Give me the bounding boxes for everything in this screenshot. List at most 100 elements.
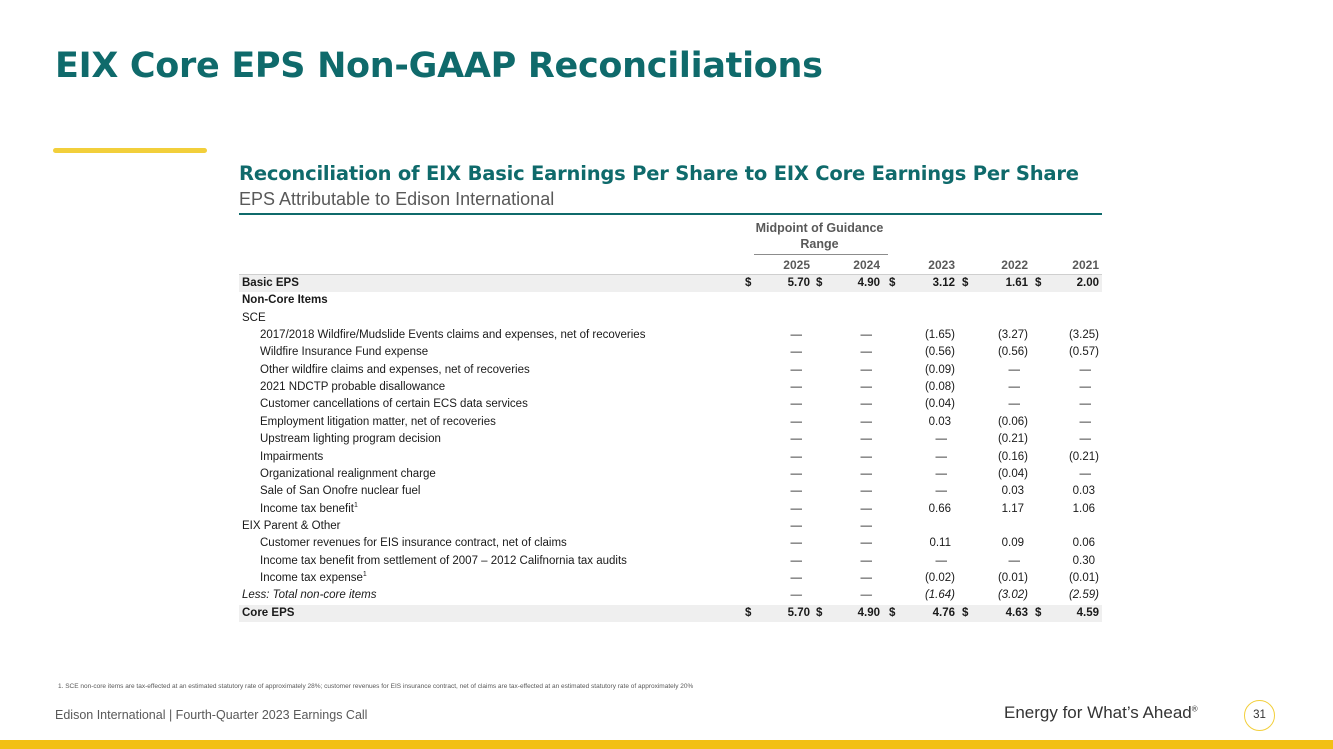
value-cell: (3.27) [997, 329, 1028, 342]
slide-title: EIX Core EPS Non-GAAP Reconciliations [55, 46, 823, 86]
value-cell: — [790, 467, 803, 480]
row-label: Basic EPS [242, 275, 299, 292]
value-cell: — [860, 329, 873, 342]
guidance-group-rule [754, 254, 888, 255]
row-label: Income tax benefit from settlement of 20… [260, 553, 627, 570]
table-subtitle: EPS Attributable to Edison International [239, 189, 555, 209]
value-cell: (0.21) [997, 433, 1028, 446]
value-cell: (0.56) [997, 346, 1028, 359]
value-cell: 5.70 [787, 277, 810, 289]
row-label: Impairments [260, 449, 323, 466]
row-label-text: Wildfire Insurance Fund expense [260, 346, 429, 359]
value-cell: — [790, 329, 803, 342]
accent-line [53, 148, 207, 153]
value-cell: (0.57) [1068, 346, 1099, 359]
row-label-text: Employment litigation matter, net of rec… [260, 415, 496, 428]
value-cell: (0.21) [1068, 450, 1099, 463]
row-label-text: Core EPS [242, 606, 295, 619]
value-cell: 3.12 [932, 277, 955, 289]
row-label: Other wildfire claims and expenses, net … [260, 362, 530, 379]
table-top-rule [239, 213, 1102, 215]
value-cell: — [790, 537, 803, 550]
table-row: 2021 NDCTP probable disallowance — — (0.08)… [239, 379, 1102, 396]
value-cell: — [1079, 467, 1092, 480]
value-cell: — [935, 485, 948, 498]
row-label-text: Customer cancellations of certain ECS da… [260, 398, 528, 411]
table-row: EIX Parent & Other — — [239, 518, 1102, 535]
value-cell: 0.09 [1001, 537, 1024, 550]
row-label: Income tax expense1 [260, 570, 367, 587]
row-label: 2021 NDCTP probable disallowance [260, 379, 445, 396]
value-cell: (0.56) [924, 346, 955, 359]
value-cell: — [790, 398, 803, 411]
table-row: Sale of San Onofre nuclear fuel — — — 0.03 0.… [239, 483, 1102, 500]
value-cell: — [935, 450, 948, 463]
value-cell: — [860, 537, 873, 550]
value-cell: — [935, 554, 948, 567]
table-row: 2017/2018 Wildfire/Mudslide Events claim… [239, 327, 1102, 344]
row-label: Customer cancellations of certain ECS da… [260, 396, 528, 413]
value-cell: (0.08) [924, 381, 955, 394]
bottom-brand-bar [0, 740, 1333, 749]
year-header-2: 2023 [928, 258, 955, 272]
value-cell: 0.03 [1072, 485, 1095, 498]
table-row: Organizational realignment charge — — — (0.0… [239, 466, 1102, 483]
value-cell: — [860, 502, 873, 515]
value-cell: — [790, 381, 803, 394]
value-cell: — [1008, 554, 1021, 567]
currency-symbol: $ [889, 277, 896, 289]
row-label: SCE [242, 310, 266, 327]
value-cell: — [790, 433, 803, 446]
table-row: Less: Total non-core items — — (1.64) (3.02)… [239, 587, 1102, 604]
footnote: 1. SCE non-core items are tax-effected a… [58, 683, 694, 690]
value-cell: (0.01) [1068, 571, 1099, 584]
value-cell: 1.61 [1005, 277, 1028, 289]
value-cell: 4.76 [932, 606, 955, 619]
footer-event-label: Edison International | Fourth-Quarter 20… [55, 708, 368, 722]
table-row: Employment litigation matter, net of rec… [239, 414, 1102, 431]
value-cell: — [790, 589, 803, 602]
table-row: Customer cancellations of certain ECS da… [239, 396, 1102, 413]
value-cell: — [1079, 415, 1092, 428]
value-cell: — [1079, 398, 1092, 411]
guidance-group-header: Midpoint of Guidance Range [755, 221, 884, 251]
value-cell: — [860, 415, 873, 428]
value-cell: — [935, 433, 948, 446]
table-row: Wildfire Insurance Fund expense — — (0.56) (… [239, 344, 1102, 361]
header-rule [239, 274, 1102, 275]
value-cell: 0.30 [1072, 554, 1095, 567]
value-cell: 4.59 [1076, 606, 1099, 619]
value-cell: (0.09) [924, 363, 955, 376]
row-label-text: Upstream lighting program decision [260, 433, 441, 446]
row-label: Core EPS [242, 605, 294, 622]
value-cell: — [790, 519, 803, 532]
row-label: Wildfire Insurance Fund expense [260, 344, 428, 361]
table-row: Non-Core Items [239, 292, 1102, 309]
value-cell: — [860, 363, 873, 376]
row-label-text: Other wildfire claims and expenses, net … [260, 363, 530, 376]
table-row: Income tax benefit1 — — 0.66 1.17 1.06 [239, 501, 1102, 518]
row-label: Non-Core Items [242, 292, 328, 309]
value-cell: (0.04) [924, 398, 955, 411]
value-cell: 1.06 [1072, 502, 1095, 515]
row-label-text: SCE [242, 311, 266, 324]
row-label: 2017/2018 Wildfire/Mudslide Events claim… [260, 327, 645, 344]
value-cell: — [860, 433, 873, 446]
registered-mark: ® [1191, 704, 1198, 714]
value-cell: 0.06 [1072, 537, 1095, 550]
table-row: Income tax benefit from settlement of 20… [239, 553, 1102, 570]
currency-symbol: $ [889, 606, 896, 619]
table-row: Income tax expense1 — — (0.02) (0.01) (0.01) [239, 570, 1102, 587]
table-row: Upstream lighting program decision — — — (0.… [239, 431, 1102, 448]
value-cell: (2.59) [1068, 589, 1099, 602]
value-cell: — [935, 467, 948, 480]
row-label-text: Income tax benefit from settlement of 20… [260, 554, 627, 567]
value-cell: — [1008, 363, 1021, 376]
value-cell: — [860, 450, 873, 463]
table-row: Basic EPS $5.70 $4.90 $3.12 $1.61 $2.00 [239, 275, 1102, 292]
value-cell: 0.03 [928, 415, 951, 428]
row-label: Customer revenues for EIS insurance cont… [260, 535, 567, 552]
value-cell: (1.65) [924, 329, 955, 342]
value-cell: — [790, 554, 803, 567]
table-row: Customer revenues for EIS insurance cont… [239, 535, 1102, 552]
